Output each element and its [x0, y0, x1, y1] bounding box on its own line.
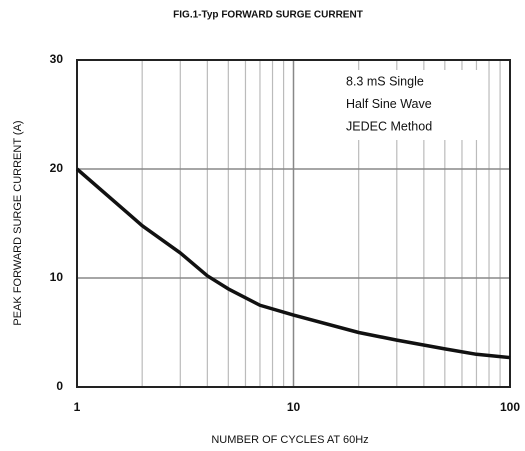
chart-title: FIG.1-Typ FORWARD SURGE CURRENT: [173, 10, 363, 21]
x-tick-label: 1: [74, 400, 81, 414]
x-tick-label: 10: [287, 400, 301, 414]
y-tick-label: 10: [50, 270, 64, 284]
y-tick-label: 20: [50, 161, 64, 175]
data-line: [75, 167, 511, 360]
x-tick-label: 100: [500, 400, 520, 414]
annotation: JEDEC Method: [346, 119, 432, 133]
annotation: 8.3 mS Single: [346, 74, 424, 88]
annotation-box: [336, 70, 486, 140]
x-axis-label: NUMBER OF CYCLES AT 60Hz: [211, 434, 368, 446]
y-tick-label: 0: [56, 379, 63, 393]
annotation: Half Sine Wave: [346, 97, 432, 111]
y-tick-label: 30: [50, 52, 64, 66]
y-axis-label: PEAK FORWARD SURGE CURRENT (A): [12, 120, 24, 325]
plot-frame: [76, 59, 511, 388]
